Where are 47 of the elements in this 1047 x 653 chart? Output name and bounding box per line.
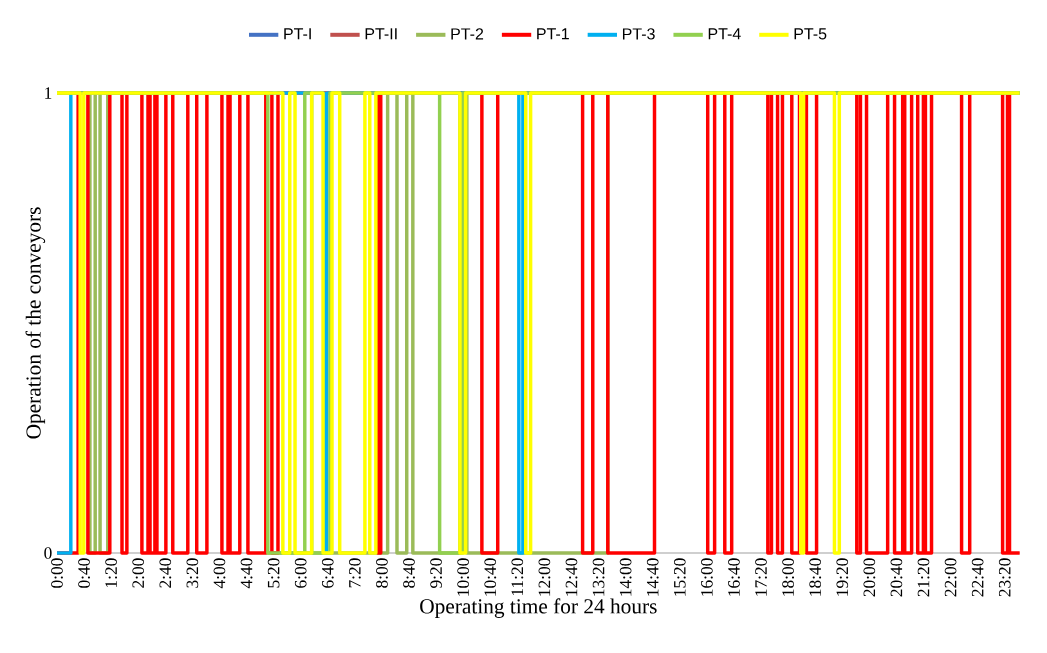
legend-label: PT-1 (537, 28, 569, 40)
x-tick-label: 6:00 (294, 558, 307, 588)
x-tick-label: 17:20 (755, 558, 767, 596)
x-tick-label: 16:00 (701, 558, 713, 596)
x-tick-label: 23:20 (998, 558, 1011, 597)
x-tick-label: 4:40 (240, 558, 253, 589)
x-tick-label: 7:20 (349, 558, 361, 588)
x-tick-label: 0:00 (51, 558, 63, 588)
x-tick-label: 14:40 (646, 558, 659, 596)
legend-label: PT-5 (794, 28, 827, 40)
legend-label: PT-4 (708, 28, 741, 40)
x-tick-label: 2:00 (132, 558, 145, 588)
x-tick-label: 20:00 (863, 558, 876, 597)
y-tick-label: 0 (44, 547, 52, 559)
x-tick-label: 9:20 (430, 558, 442, 588)
x-tick-label: 0:40 (78, 558, 90, 588)
x-tick-label: 8:40 (403, 558, 415, 588)
x-tick-label: 14:00 (619, 558, 632, 596)
x-tick-label: 1:20 (105, 558, 118, 587)
legend-label: PT-I (284, 28, 311, 40)
x-tick-label: 16:40 (728, 558, 740, 596)
x-tick-label: 15:20 (673, 558, 686, 596)
legend-label: PT-II (365, 28, 397, 40)
x-tick-label: 19:20 (836, 558, 849, 596)
x-tick-label: 13:20 (592, 558, 605, 596)
x-tick-label: 2:40 (159, 558, 172, 588)
x-tick-label: 10:00 (457, 558, 470, 596)
legend-label: PT-3 (622, 28, 655, 40)
x-tick-label: 22:40 (971, 558, 984, 597)
y-tick-label: 1 (45, 87, 52, 99)
y-axis-title: Operation of the conveyors (25, 207, 46, 439)
x-tick-label: 3:20 (186, 558, 199, 588)
legend-label: PT-2 (451, 28, 484, 40)
x-tick-label: 18:40 (809, 558, 822, 596)
x-tick-label: 22:00 (944, 558, 957, 597)
x-tick-label: 12:40 (565, 558, 578, 596)
x-axis-title: Operating time for 24 hours (420, 598, 657, 618)
x-tick-label: 18:00 (782, 558, 795, 596)
x-tick-label: 10:40 (484, 558, 497, 596)
x-tick-label: 20:40 (890, 558, 903, 597)
x-tick-label: 6:40 (321, 558, 334, 588)
x-tick-label: 21:20 (917, 558, 930, 597)
x-tick-label: 12:00 (538, 558, 551, 596)
x-tick-label: 11:20 (511, 558, 524, 596)
x-tick-label: 5:20 (267, 558, 280, 588)
x-tick-label: 8:00 (376, 558, 388, 588)
x-tick-label: 4:00 (213, 558, 226, 589)
